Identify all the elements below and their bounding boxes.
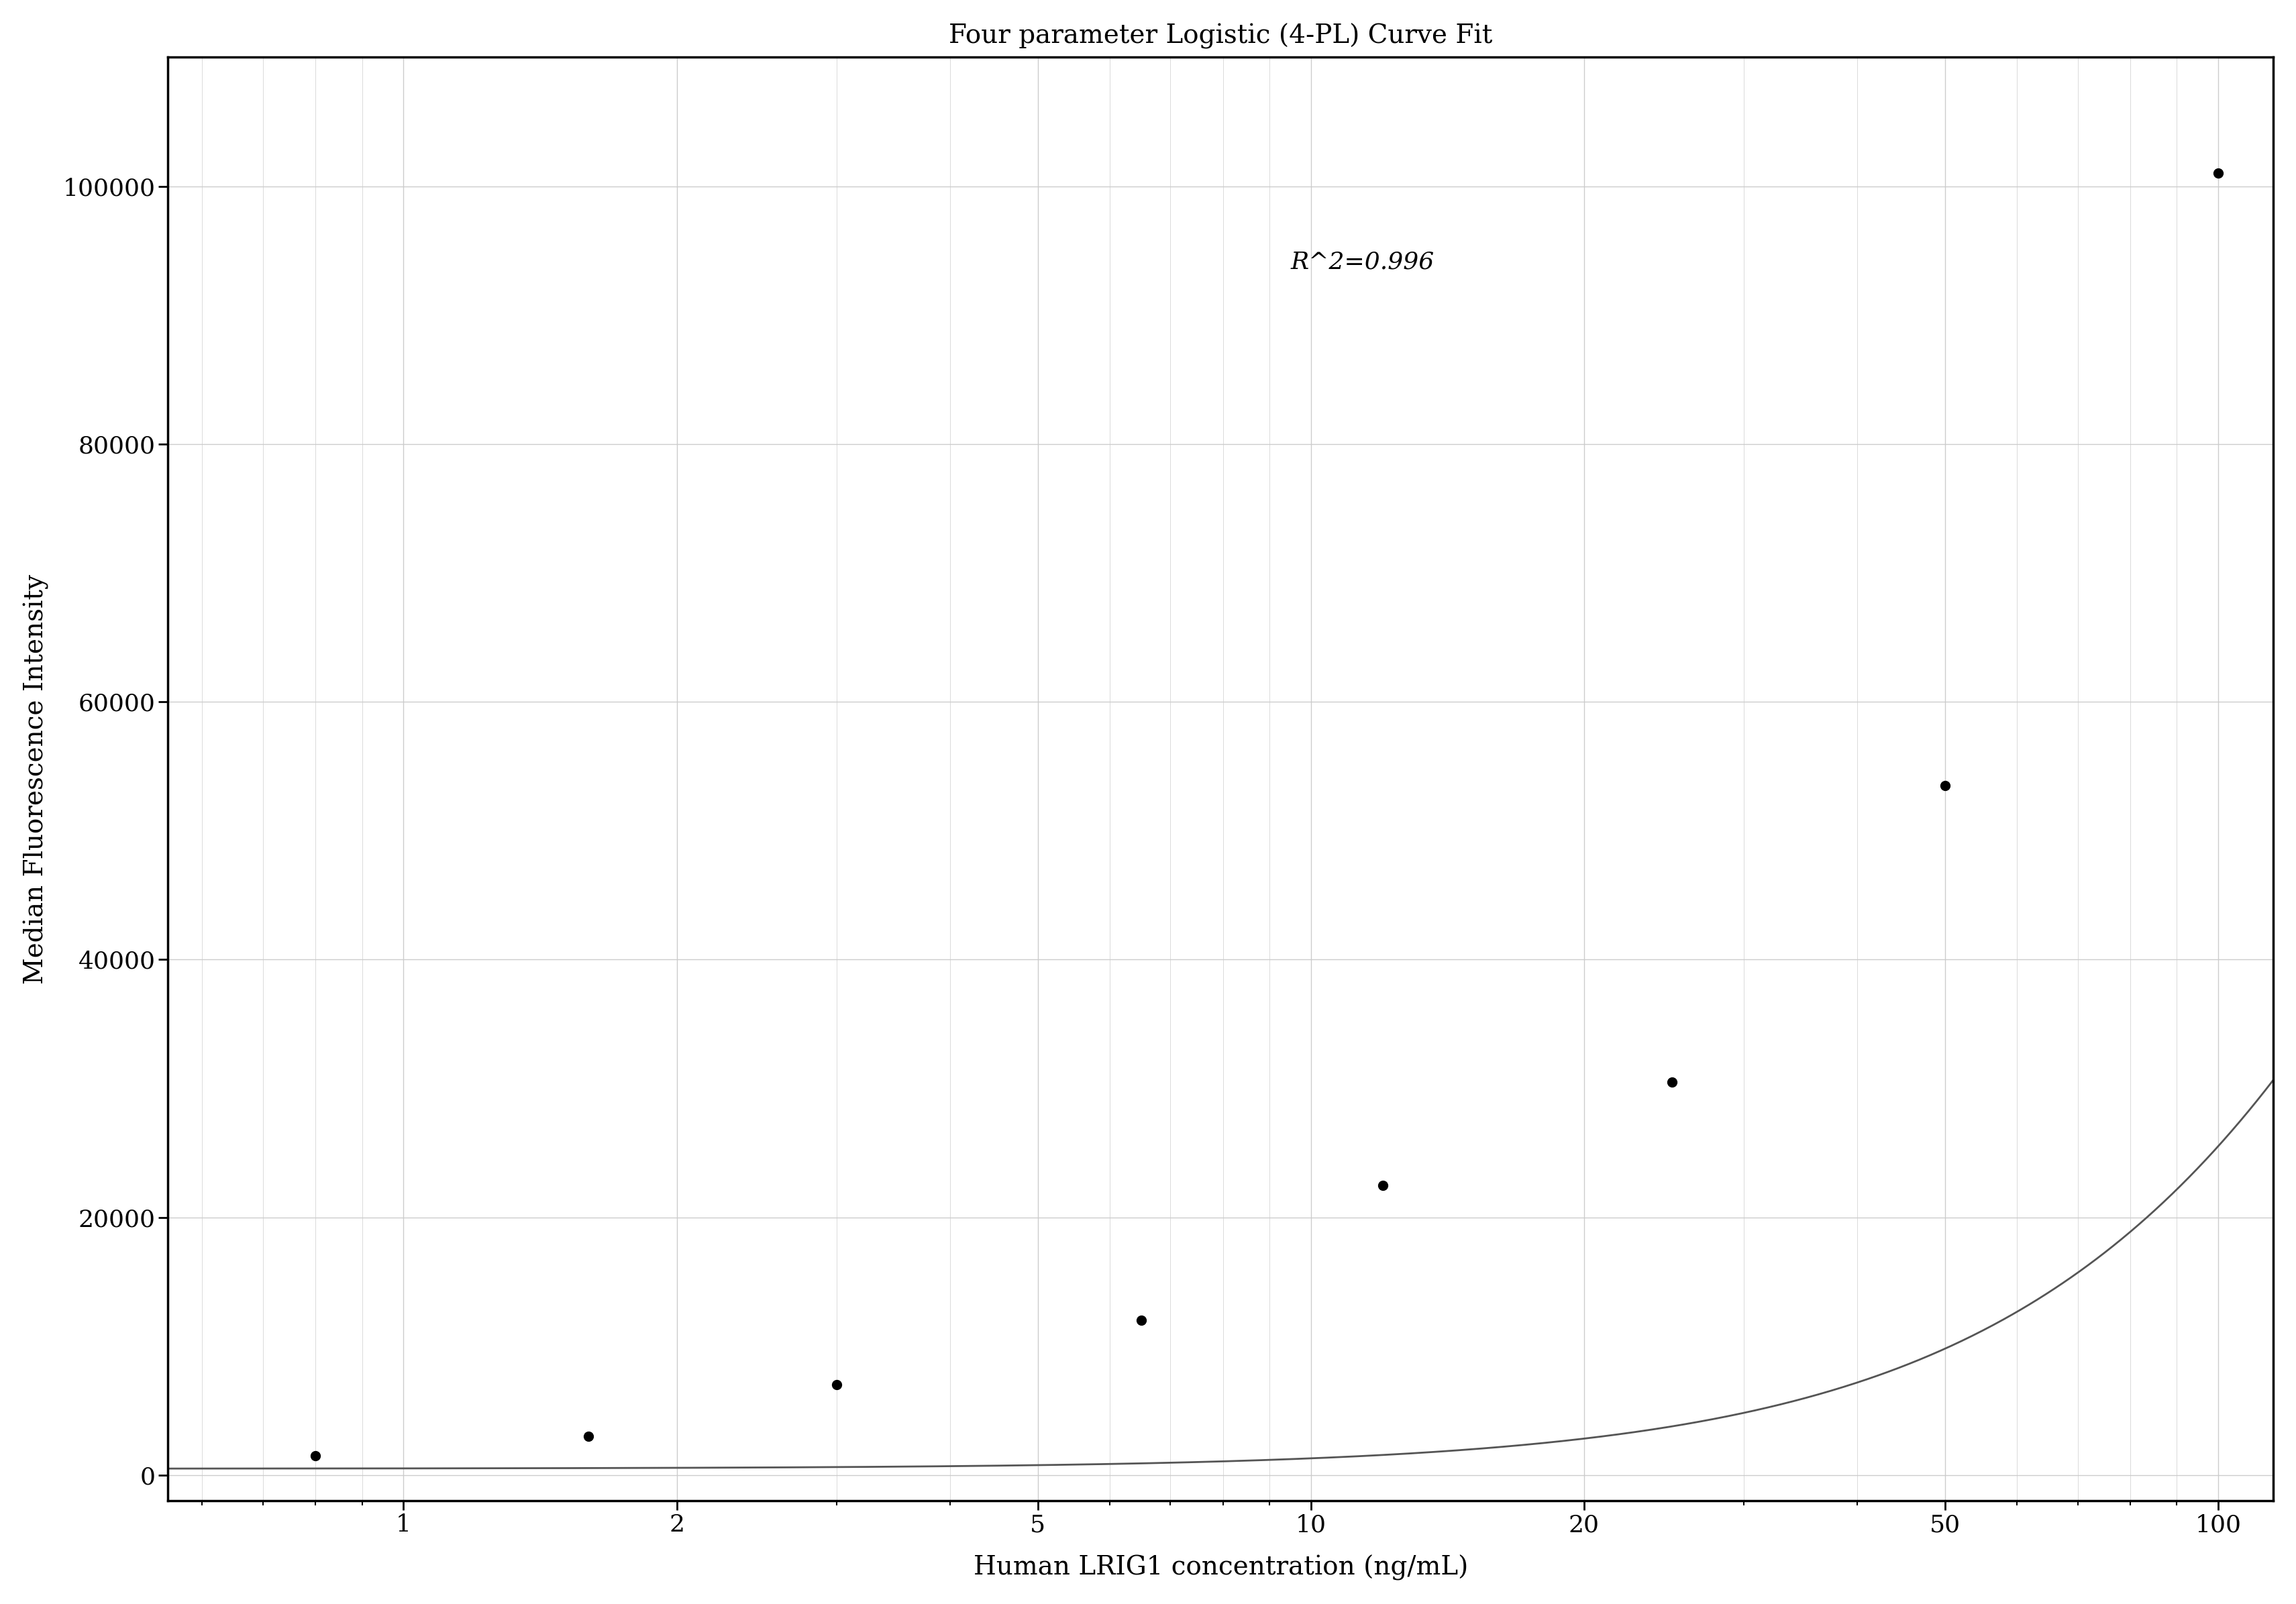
Point [1926,773,1963,799]
X-axis label: Human LRIG1 concentration (ng/mL): Human LRIG1 concentration (ng/mL) [974,1554,1467,1580]
Point [296,1444,333,1469]
Text: R^2=0.996: R^2=0.996 [1290,250,1435,274]
Point [569,1424,606,1450]
Point [2200,160,2236,186]
Point [1364,1173,1401,1198]
Point [1653,1070,1690,1096]
Point [1123,1307,1159,1333]
Point [817,1371,854,1397]
Y-axis label: Median Fluorescence Intensity: Median Fluorescence Intensity [23,574,48,985]
Title: Four parameter Logistic (4-PL) Curve Fit: Four parameter Logistic (4-PL) Curve Fit [948,24,1492,50]
